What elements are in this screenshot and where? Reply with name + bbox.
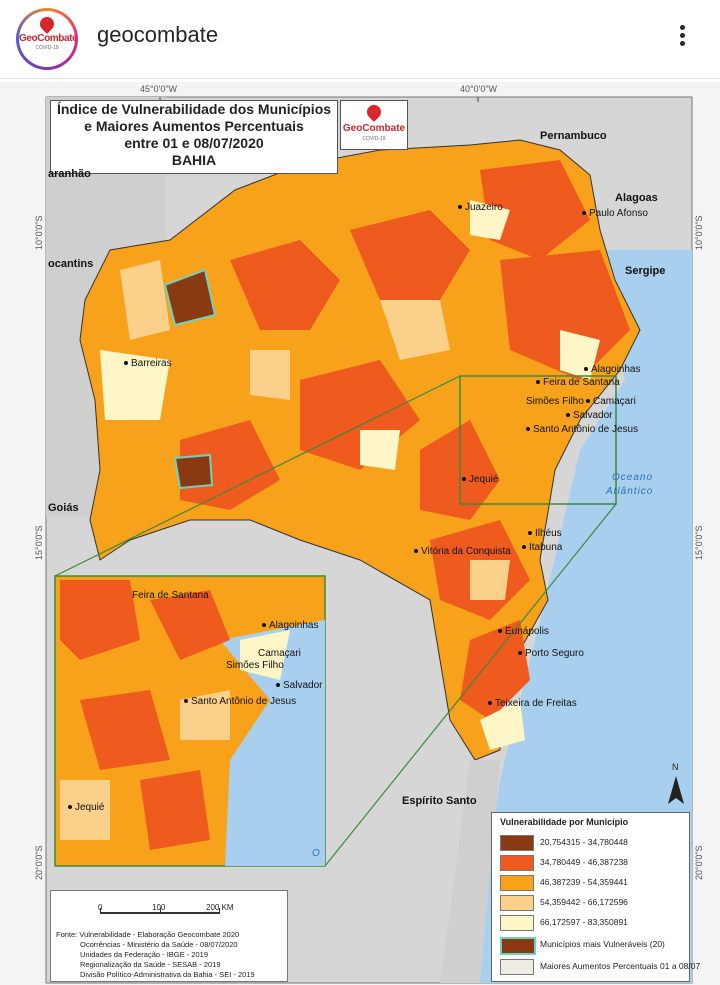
coord-right-10s: 10°0'0"S — [694, 215, 704, 250]
source-line-1: Fonte: Vulnerabilidade - Elaboração Geoc… — [56, 930, 240, 939]
coord-right-15s: 15°0'0"S — [694, 525, 704, 560]
inset-city-simoes: Simões Filho — [226, 660, 284, 671]
city-porto-seguro: Porto Seguro — [518, 648, 584, 659]
city-vitoria: Vitória da Conquista — [414, 546, 511, 557]
inset-city-jequie: Jequié — [68, 802, 104, 813]
inset-city-alagoinhas: Alagoinhas — [262, 620, 318, 631]
city-itabuna: Itabuna — [522, 542, 562, 553]
city-salvador: Salvador — [566, 410, 612, 421]
source-line-4: Regionalização da Saúde - SESAB - 2019 — [80, 960, 221, 969]
legend: Vulnerabilidade por Município 20,754315 … — [491, 812, 700, 982]
scale-label-100: 100 — [152, 903, 166, 912]
legend-swatch — [500, 915, 534, 931]
avatar-brand: GeoCombate — [19, 33, 75, 44]
inset-city-camacari: Camaçari — [258, 648, 301, 659]
coord-left-15s: 15°0'0"S — [34, 525, 44, 560]
legend-swatch — [500, 959, 534, 975]
label-alagoas: Alagoas — [615, 192, 658, 204]
ocean-label-2: Atlântico — [606, 486, 654, 497]
coord-left-10s: 10°0'0"S — [34, 215, 44, 250]
pin-icon — [364, 102, 384, 122]
logo-sub: COVID-19 — [362, 136, 386, 142]
city-juazeiro: Juazeiro — [458, 202, 503, 213]
label-maranhao: aranhão — [48, 168, 91, 180]
legend-swatch — [500, 895, 534, 911]
ocean-label-1: Oceano — [612, 472, 654, 483]
coord-40w: 40°0'0"W — [460, 84, 498, 94]
city-teixeira: Teixeira de Freitas — [488, 698, 577, 709]
inset-city-salvador: Salvador — [276, 680, 322, 691]
label-sergipe: Sergipe — [625, 265, 666, 277]
city-paulo-afonso: Paulo Afonso — [582, 208, 648, 219]
scale-label-0: 0 — [98, 903, 103, 912]
legend-swatch — [500, 855, 534, 871]
label-goias: Goiás — [48, 502, 79, 514]
source-line-3: Unidades da Federação - IBGE - 2019 — [80, 950, 208, 959]
coord-45w: 45°0'0"W — [140, 84, 178, 94]
legend-title: Vulnerabilidade por Município — [500, 817, 629, 827]
inset-city-santo-antonio: Santo Antônio de Jesus — [184, 696, 296, 707]
source-line-2: Ocorrências - Ministério da Saúde - 08/0… — [80, 940, 238, 949]
inset-city-feira: Feira de Santana — [132, 590, 209, 601]
logo-brand: GeoCombate — [342, 123, 406, 134]
city-alagoinhas: Alagoinhas — [584, 364, 640, 375]
title-line-4: BAHIA — [171, 152, 217, 168]
map-title: Índice de Vulnerabilidade dos Municípios… — [50, 100, 338, 174]
avatar[interactable]: GeoCombate COVID-19 — [16, 8, 78, 70]
scale-bar — [100, 902, 220, 918]
geocombate-logo: GeoCombate COVID-19 — [340, 100, 408, 150]
more-options-icon[interactable] — [674, 22, 690, 52]
source-box — [50, 890, 288, 982]
city-ilheus: Ilhéus — [528, 528, 562, 539]
north-label: N — [672, 762, 679, 772]
title-line-3: entre 01 e 08/07/2020 — [124, 135, 264, 151]
city-eunapolis: Eunápolis — [498, 626, 549, 637]
label-espirito-santo: Espírito Santo — [402, 795, 477, 807]
legend-swatch — [500, 875, 534, 891]
legend-swatch — [500, 937, 536, 955]
label-pernambuco: Pernambuco — [540, 130, 607, 142]
city-barreiras: Barreiras — [124, 358, 172, 369]
city-jequie: Jequié — [462, 474, 498, 485]
scale-label-200: 200 KM — [206, 903, 234, 912]
coord-left-20s: 20°0'0"S — [34, 845, 44, 880]
coord-right-20s: 20°0'0"S — [694, 845, 704, 880]
city-camacari: Camaçari — [586, 396, 636, 407]
title-line-2: e Maiores Aumentos Percentuais — [84, 118, 304, 134]
city-feira: Feira de Santana — [536, 377, 620, 388]
inset-ocean-label: O — [312, 848, 321, 859]
avatar-logo: GeoCombate COVID-19 — [19, 11, 75, 67]
label-tocantins: ocantins — [48, 258, 94, 270]
city-santo-antonio: Santo Antônio de Jesus — [526, 424, 638, 435]
city-simoes: Simões Filho — [526, 396, 584, 407]
post-header: GeoCombate COVID-19 geocombate — [0, 0, 720, 79]
title-line-1: Índice de Vulnerabilidade dos Municípios — [56, 101, 332, 117]
source-line-5: Divisão Político-Administrativa da Bahia… — [80, 970, 255, 979]
legend-swatch — [500, 835, 534, 851]
avatar-sub: COVID-19 — [35, 45, 59, 51]
username-link[interactable]: geocombate — [97, 22, 219, 47]
